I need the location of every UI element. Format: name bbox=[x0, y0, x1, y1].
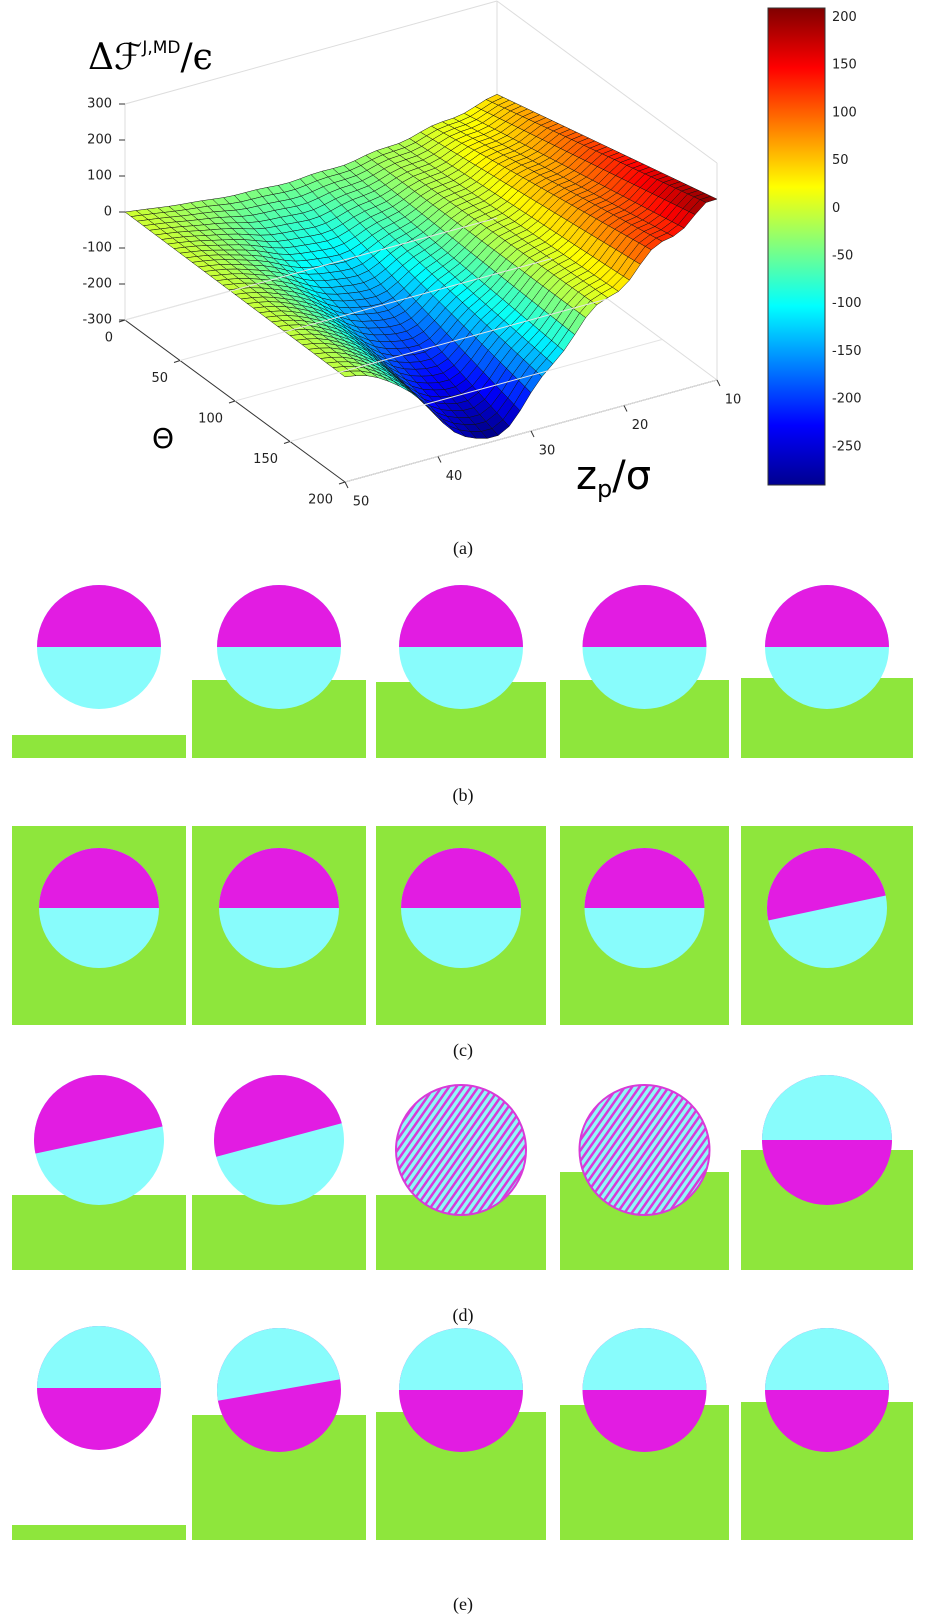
zp-tick bbox=[438, 457, 441, 463]
zp-tick bbox=[624, 406, 627, 412]
particle-top-half bbox=[0, 461, 223, 647]
theta-tick-label: 200 bbox=[308, 493, 333, 508]
z-label-sup: J,MD bbox=[141, 38, 180, 58]
particle-mixed bbox=[396, 1085, 526, 1215]
substrate bbox=[12, 1525, 186, 1540]
caption: (c) bbox=[453, 1040, 473, 1061]
colorbar-tick-label: 150 bbox=[832, 58, 857, 73]
caption: (b) bbox=[453, 785, 474, 806]
z-tick-label: -200 bbox=[82, 277, 112, 292]
theta-tick bbox=[174, 361, 180, 363]
zp-axis-label: zp/σ bbox=[576, 453, 651, 503]
zp-tick-label: 10 bbox=[725, 393, 742, 408]
z-tick-label: -300 bbox=[82, 313, 112, 328]
colorbar-tick-label: 0 bbox=[832, 201, 840, 216]
zp-tick-label: 50 bbox=[353, 495, 370, 510]
zp-tick-label: 20 bbox=[632, 418, 649, 433]
theta-axis-label: Θ bbox=[152, 422, 174, 455]
particle bbox=[703, 461, 945, 709]
theta-tick bbox=[229, 401, 235, 403]
energy-surface bbox=[125, 94, 717, 438]
zp-tick bbox=[717, 380, 720, 386]
z-label-symbol: Δℱ bbox=[88, 37, 142, 78]
z-tick-label: 300 bbox=[87, 97, 112, 112]
particle-mixed bbox=[580, 1085, 710, 1215]
caption: (e) bbox=[453, 1594, 473, 1615]
zp-label-suffix: /σ bbox=[612, 453, 651, 499]
theta-tick bbox=[284, 442, 290, 444]
caption: (d) bbox=[453, 1305, 474, 1326]
particle bbox=[337, 461, 585, 709]
particle bbox=[0, 461, 223, 709]
zp-label-main: z bbox=[576, 453, 597, 499]
z-tick-label: 200 bbox=[87, 133, 112, 148]
zp-label-sub: p bbox=[597, 475, 612, 503]
colorbar-tick-label: 200 bbox=[832, 10, 857, 25]
snapshots bbox=[0, 461, 945, 1540]
colorbar-tick-label: -250 bbox=[832, 439, 862, 454]
z-axis-label: ΔℱJ,MD/ϵ bbox=[88, 37, 213, 78]
theta-tick-label: 100 bbox=[198, 412, 223, 427]
substrate bbox=[192, 1195, 366, 1270]
theta-tick bbox=[339, 482, 345, 484]
theta-tick-label: 0 bbox=[105, 331, 113, 346]
colorbar-tick-label: -50 bbox=[832, 249, 853, 264]
zp-tick-label: 40 bbox=[446, 469, 463, 484]
zp-tick bbox=[345, 482, 348, 488]
zp-tick bbox=[531, 431, 534, 437]
colorbar-tick-label: 100 bbox=[832, 105, 857, 120]
z-label-suffix: /ϵ bbox=[181, 37, 213, 78]
colorbar-tick-label: -200 bbox=[832, 392, 862, 407]
z-tick-label: -100 bbox=[82, 241, 112, 256]
particle-top-half bbox=[703, 461, 945, 647]
caption: (a) bbox=[453, 538, 473, 559]
z-tick-label: 100 bbox=[87, 169, 112, 184]
theta-tick-label: 150 bbox=[253, 452, 278, 467]
zp-tick-label: 30 bbox=[539, 444, 556, 459]
substrate bbox=[12, 1195, 186, 1270]
z-tick-label: 0 bbox=[104, 205, 112, 220]
figure: 3002001000-100-200-300050100150200102030… bbox=[0, 0, 945, 1622]
colorbar bbox=[768, 8, 825, 485]
colorbar-tick-label: -150 bbox=[832, 344, 862, 359]
colorbar-tick-label: 50 bbox=[832, 153, 849, 168]
colorbar-tick-label: -100 bbox=[832, 296, 862, 311]
particle-top-half bbox=[155, 461, 403, 647]
page: {"figure": { "plot": { "z_label": {"main… bbox=[0, 0, 945, 1622]
substrate bbox=[12, 735, 186, 758]
theta-tick-label: 50 bbox=[151, 371, 168, 386]
